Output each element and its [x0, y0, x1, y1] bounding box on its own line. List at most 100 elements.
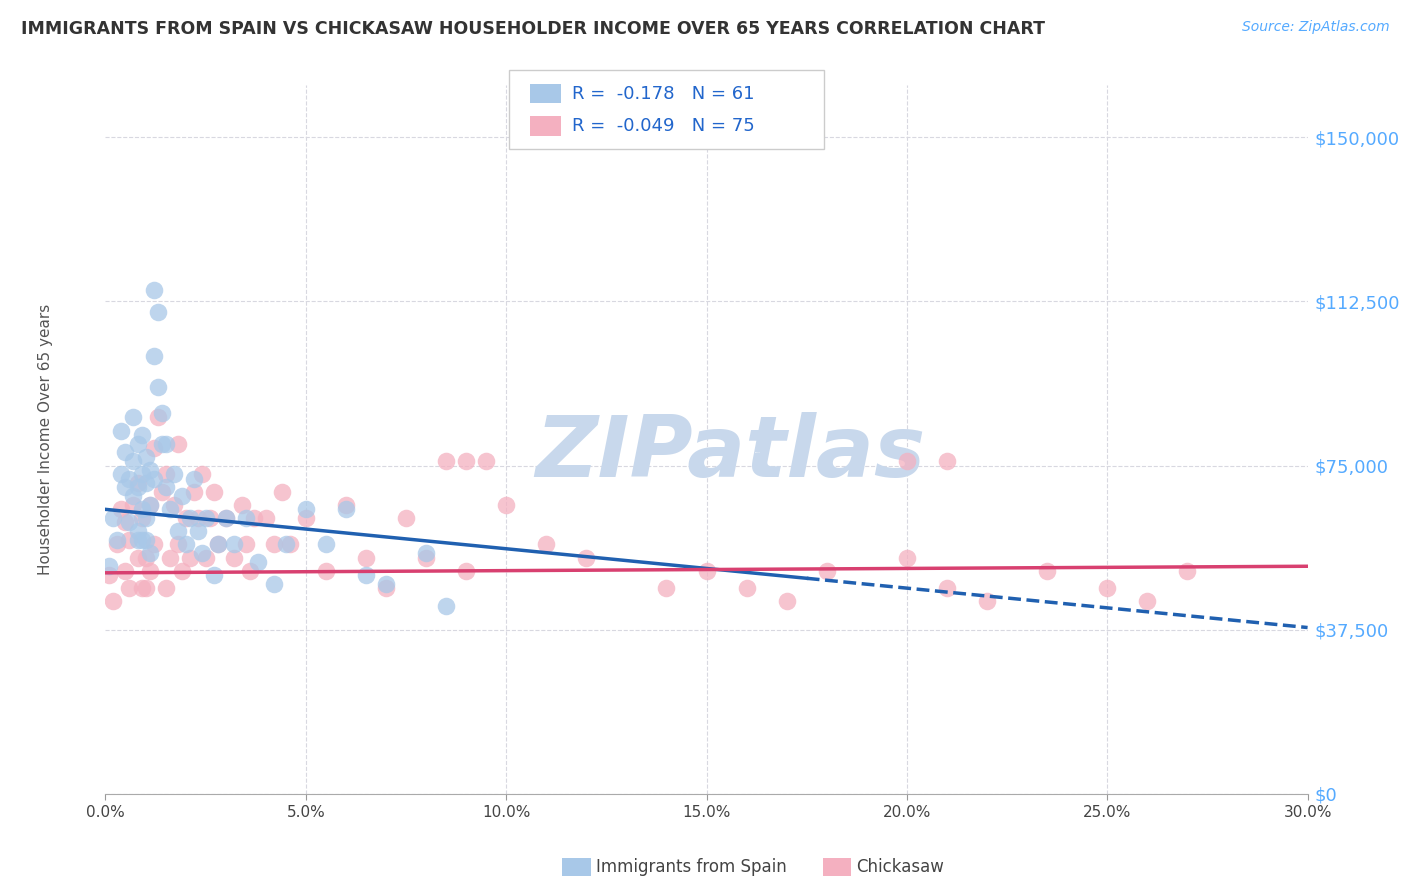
- Point: [118, 472, 141, 486]
- Point: [146, 380, 169, 394]
- Point: [1136, 594, 1159, 608]
- Point: [174, 511, 197, 525]
- Point: [114, 445, 136, 459]
- Point: [138, 498, 160, 512]
- Point: [335, 502, 357, 516]
- Point: [354, 550, 377, 565]
- Point: [142, 441, 165, 455]
- Point: [118, 533, 141, 547]
- Point: [395, 511, 418, 525]
- Point: [127, 550, 149, 565]
- Point: [131, 502, 153, 516]
- Point: [207, 537, 229, 551]
- Point: [114, 480, 136, 494]
- Point: [214, 511, 236, 525]
- Point: [295, 502, 318, 516]
- Point: [110, 502, 132, 516]
- Point: [242, 511, 264, 525]
- Point: [415, 550, 437, 565]
- Point: [127, 436, 149, 450]
- Point: [976, 594, 998, 608]
- Point: [454, 564, 477, 578]
- Point: [415, 546, 437, 560]
- Point: [122, 410, 145, 425]
- Point: [179, 511, 201, 525]
- Point: [194, 511, 217, 525]
- Point: [135, 533, 157, 547]
- Point: [166, 436, 188, 450]
- Point: [374, 576, 398, 591]
- Point: [131, 428, 153, 442]
- Text: Chickasaw: Chickasaw: [856, 858, 945, 876]
- Point: [1097, 581, 1119, 595]
- Point: [138, 564, 160, 578]
- Point: [118, 516, 141, 530]
- Text: Immigrants from Spain: Immigrants from Spain: [596, 858, 787, 876]
- Point: [696, 564, 718, 578]
- Point: [434, 599, 457, 613]
- Point: [222, 550, 245, 565]
- Point: [936, 581, 959, 595]
- Point: [135, 476, 157, 491]
- Point: [162, 498, 184, 512]
- Text: Source: ZipAtlas.com: Source: ZipAtlas.com: [1241, 20, 1389, 34]
- Point: [131, 533, 153, 547]
- Point: [166, 537, 188, 551]
- Point: [142, 284, 165, 298]
- Point: [98, 568, 121, 582]
- Point: [235, 511, 257, 525]
- Point: [135, 450, 157, 464]
- Point: [107, 533, 129, 547]
- Point: [263, 576, 285, 591]
- Point: [534, 537, 557, 551]
- Point: [155, 436, 177, 450]
- Point: [207, 537, 229, 551]
- Point: [131, 581, 153, 595]
- Point: [263, 537, 285, 551]
- Point: [107, 537, 129, 551]
- Point: [142, 537, 165, 551]
- Point: [936, 454, 959, 468]
- Point: [896, 550, 918, 565]
- Point: [122, 498, 145, 512]
- Point: [454, 454, 477, 468]
- Text: R =  -0.049   N = 75: R = -0.049 N = 75: [572, 117, 755, 135]
- Text: IMMIGRANTS FROM SPAIN VS CHICKASAW HOUSEHOLDER INCOME OVER 65 YEARS CORRELATION : IMMIGRANTS FROM SPAIN VS CHICKASAW HOUSE…: [21, 20, 1045, 37]
- Point: [127, 480, 149, 494]
- Point: [735, 581, 758, 595]
- Point: [270, 484, 292, 499]
- Text: ZIPatlas: ZIPatlas: [536, 412, 925, 495]
- Point: [138, 498, 160, 512]
- Point: [434, 454, 457, 468]
- Point: [815, 564, 838, 578]
- Point: [135, 581, 157, 595]
- Point: [190, 546, 212, 560]
- Point: [335, 498, 357, 512]
- Point: [127, 524, 149, 539]
- Point: [202, 568, 225, 582]
- Point: [122, 454, 145, 468]
- Point: [146, 410, 169, 425]
- Point: [222, 537, 245, 551]
- Point: [103, 594, 125, 608]
- Point: [235, 537, 257, 551]
- Point: [162, 467, 184, 482]
- Point: [114, 564, 136, 578]
- Point: [278, 537, 301, 551]
- Point: [159, 502, 181, 516]
- Point: [159, 550, 181, 565]
- Point: [315, 564, 337, 578]
- Point: [98, 559, 121, 574]
- Point: [146, 305, 169, 319]
- Point: [315, 537, 337, 551]
- Point: [655, 581, 678, 595]
- Point: [150, 484, 173, 499]
- Point: [170, 489, 193, 503]
- Point: [150, 436, 173, 450]
- Point: [103, 511, 125, 525]
- Point: [239, 564, 262, 578]
- Point: [1036, 564, 1059, 578]
- Point: [174, 537, 197, 551]
- Point: [135, 550, 157, 565]
- Point: [131, 467, 153, 482]
